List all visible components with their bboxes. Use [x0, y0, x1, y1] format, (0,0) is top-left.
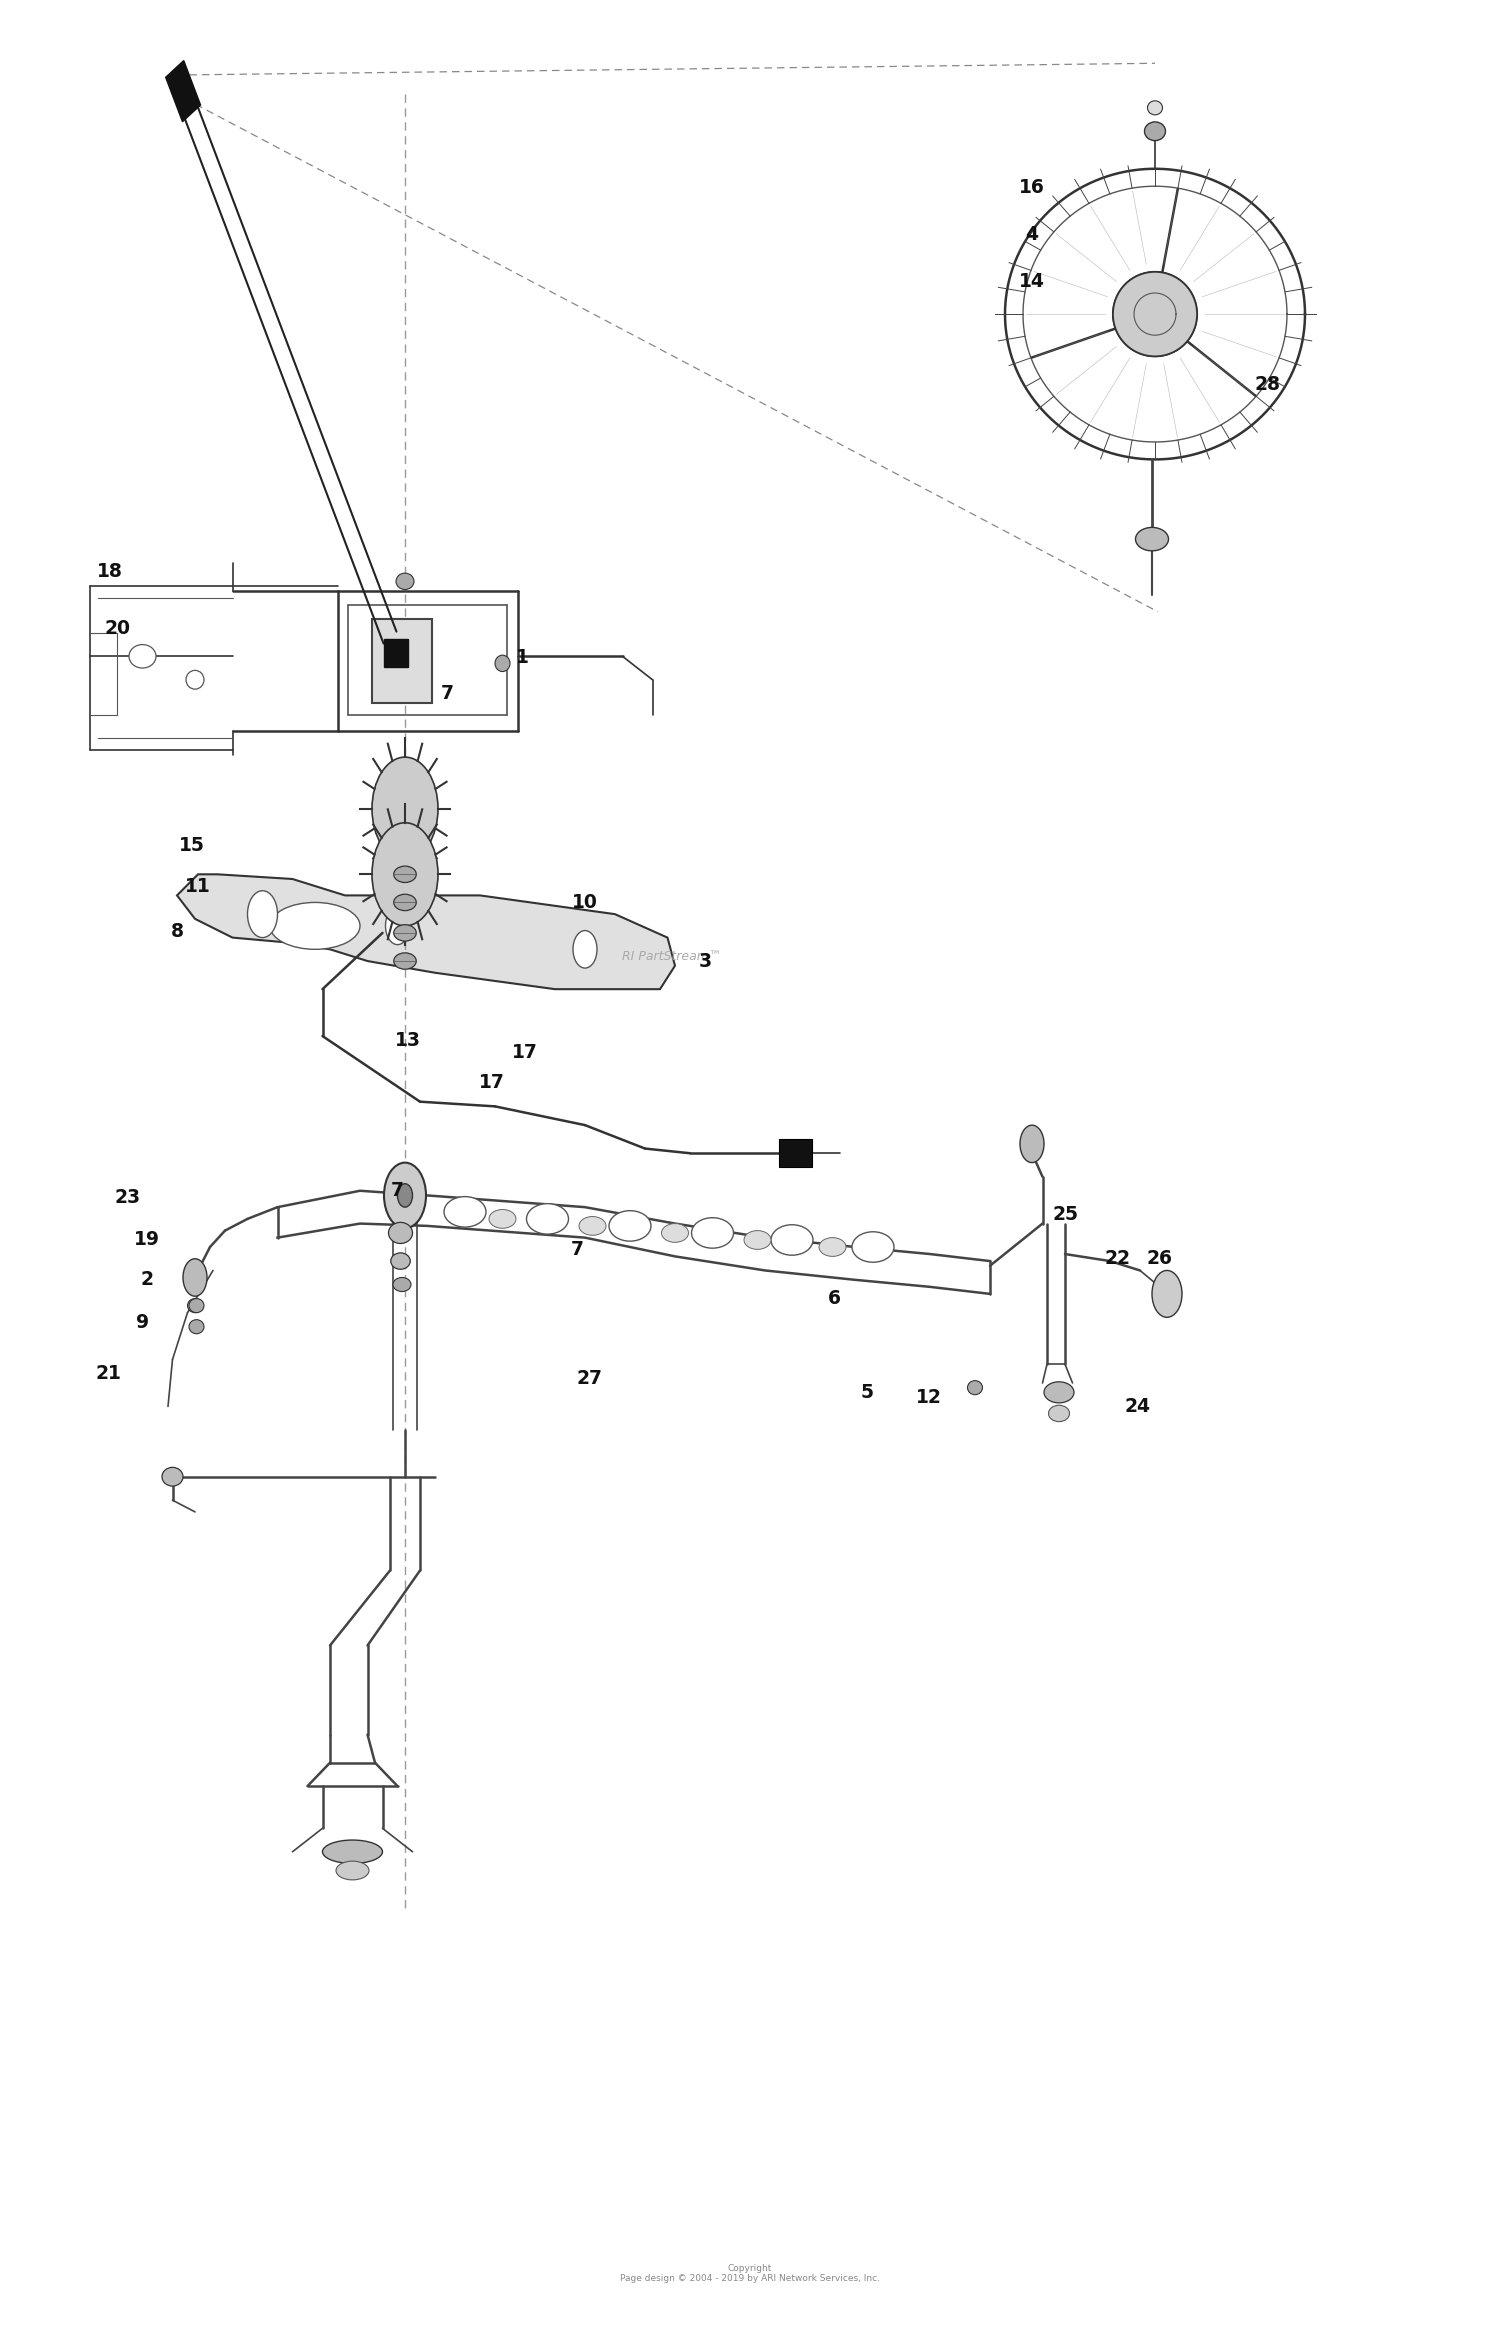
Ellipse shape [336, 1861, 369, 1880]
Circle shape [384, 1163, 426, 1228]
Ellipse shape [1113, 272, 1197, 356]
Text: 24: 24 [1124, 1397, 1150, 1416]
Ellipse shape [1136, 527, 1168, 551]
Ellipse shape [388, 1221, 412, 1242]
Ellipse shape [1048, 1404, 1070, 1420]
Text: 4: 4 [1026, 225, 1038, 244]
Circle shape [372, 823, 438, 926]
Ellipse shape [744, 1231, 771, 1249]
Ellipse shape [189, 1320, 204, 1334]
Text: RI PartStream™: RI PartStream™ [622, 949, 722, 963]
Circle shape [398, 1184, 412, 1207]
Text: 25: 25 [1052, 1205, 1078, 1224]
Ellipse shape [393, 1277, 411, 1292]
Ellipse shape [968, 1381, 982, 1395]
Text: 15: 15 [178, 834, 206, 856]
Ellipse shape [188, 1299, 202, 1313]
Ellipse shape [852, 1233, 894, 1261]
Text: 20: 20 [104, 619, 130, 638]
Circle shape [183, 1259, 207, 1296]
Text: 22: 22 [1104, 1249, 1131, 1268]
Bar [165, 61, 201, 122]
Ellipse shape [662, 1224, 688, 1242]
Text: 17: 17 [478, 1074, 506, 1092]
Ellipse shape [162, 1467, 183, 1486]
Ellipse shape [1044, 1381, 1074, 1402]
Ellipse shape [489, 1210, 516, 1228]
Text: 17: 17 [512, 1043, 538, 1062]
Circle shape [573, 931, 597, 968]
Polygon shape [177, 874, 675, 989]
Circle shape [386, 907, 410, 945]
Ellipse shape [579, 1217, 606, 1235]
Text: 14: 14 [1019, 272, 1046, 291]
Text: 3: 3 [699, 952, 711, 970]
Ellipse shape [495, 656, 510, 670]
Ellipse shape [270, 902, 360, 949]
Text: 16: 16 [1019, 178, 1046, 197]
Text: 18: 18 [96, 563, 123, 581]
Text: 26: 26 [1146, 1249, 1173, 1268]
Ellipse shape [393, 926, 416, 940]
Ellipse shape [1144, 122, 1166, 141]
Text: 28: 28 [1254, 375, 1281, 394]
Text: 23: 23 [114, 1188, 141, 1207]
Text: 7: 7 [392, 1181, 404, 1200]
Ellipse shape [526, 1205, 568, 1235]
Text: 7: 7 [441, 684, 453, 703]
Bar [384, 640, 408, 668]
Text: 2: 2 [141, 1270, 153, 1289]
Text: 1: 1 [516, 647, 528, 668]
Circle shape [1152, 1270, 1182, 1317]
Ellipse shape [1148, 101, 1162, 115]
Text: 8: 8 [171, 921, 183, 942]
Bar [778, 1139, 812, 1167]
Ellipse shape [322, 1840, 382, 1863]
Text: 7: 7 [572, 1240, 584, 1259]
Text: 13: 13 [394, 1031, 422, 1050]
Ellipse shape [771, 1224, 813, 1256]
Ellipse shape [393, 952, 416, 970]
Ellipse shape [609, 1210, 651, 1242]
Ellipse shape [129, 645, 156, 668]
Circle shape [248, 891, 278, 938]
Ellipse shape [819, 1238, 846, 1256]
Ellipse shape [390, 1252, 410, 1268]
Ellipse shape [692, 1217, 734, 1249]
Ellipse shape [393, 865, 416, 881]
Ellipse shape [444, 1195, 486, 1228]
Text: 5: 5 [861, 1383, 873, 1402]
Ellipse shape [186, 670, 204, 689]
Ellipse shape [189, 1299, 204, 1313]
Text: 12: 12 [915, 1388, 942, 1406]
Text: 6: 6 [828, 1289, 840, 1308]
Text: 10: 10 [572, 893, 598, 912]
Circle shape [1020, 1125, 1044, 1163]
Text: 9: 9 [136, 1313, 148, 1331]
Ellipse shape [396, 572, 414, 588]
Circle shape [372, 757, 438, 860]
Bar [372, 619, 432, 703]
Text: 27: 27 [576, 1369, 603, 1388]
Text: 11: 11 [184, 877, 211, 895]
Text: Copyright
Page design © 2004 - 2019 by ARI Network Services, Inc.: Copyright Page design © 2004 - 2019 by A… [620, 2264, 880, 2283]
Text: 19: 19 [134, 1231, 160, 1249]
Text: 21: 21 [94, 1364, 122, 1383]
Ellipse shape [393, 895, 416, 909]
